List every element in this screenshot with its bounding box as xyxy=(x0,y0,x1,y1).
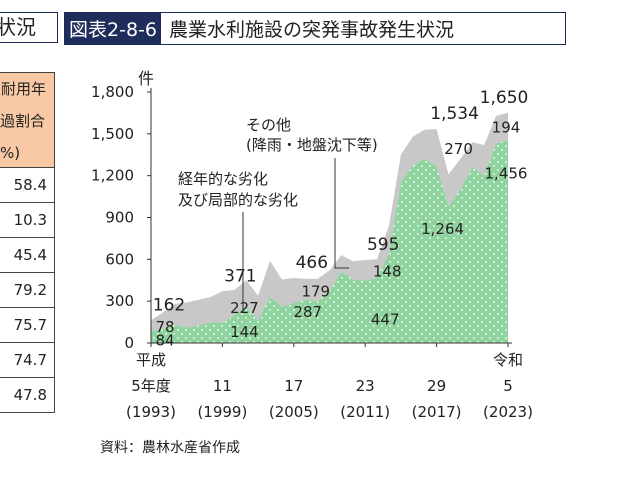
side-table-cell: 47.8 xyxy=(0,378,55,413)
other-value-label: 179 xyxy=(301,282,330,300)
figure-header: 図表2-8-6 農業水利施設の突発事故発生状況 xyxy=(64,12,566,45)
y-tick-label: 0 xyxy=(124,334,134,352)
side-table-cell: 79.2 xyxy=(0,273,55,308)
y-tick-label: 1,200 xyxy=(91,167,134,185)
aging-value-label: 1,264 xyxy=(421,220,464,238)
total-value-label: 162 xyxy=(153,295,185,315)
series-area-aging-texture xyxy=(151,139,508,343)
x-tick-label: 11 xyxy=(213,377,232,395)
y-tick-label: 1,500 xyxy=(91,125,134,143)
side-table-cell: 45.4 xyxy=(0,238,55,273)
other-value-label: 194 xyxy=(492,118,521,136)
x-tick-label: 23 xyxy=(356,377,375,395)
y-tick-label: 600 xyxy=(105,250,134,268)
y-tick-label: 300 xyxy=(105,292,134,310)
side-table-cell: 74.7 xyxy=(0,343,55,378)
side-table-header-line: 過割合 xyxy=(0,112,46,130)
x-tick-label: 令和 xyxy=(493,351,523,369)
x-tick-label: 17 xyxy=(284,377,303,395)
total-value-label: 371 xyxy=(224,266,256,286)
annotation-aging-line: 及び局部的な劣化 xyxy=(178,191,298,209)
annotation-aging-line: 経年的な劣化 xyxy=(178,170,268,188)
header-left-fragment: 状況 xyxy=(0,12,58,43)
aging-value-label: 447 xyxy=(371,310,400,328)
series-area-other xyxy=(151,112,508,332)
y-tick-label: 900 xyxy=(105,209,134,227)
aging-value-label: 144 xyxy=(230,323,259,341)
other-value-label: 270 xyxy=(444,140,473,158)
side-table-cell: 75.7 xyxy=(0,308,55,343)
total-value-label: 1,650 xyxy=(480,88,529,108)
x-tick-label: (1993) xyxy=(126,403,176,421)
aging-value-label: 1,456 xyxy=(485,165,528,183)
aging-value-label: 287 xyxy=(293,303,322,321)
x-tick-label: (1999) xyxy=(197,403,247,421)
aging-value-label: 84 xyxy=(155,331,174,349)
total-value-label: 595 xyxy=(367,235,399,255)
total-value-label: 466 xyxy=(296,253,328,273)
source-note: 資料：農林水産省作成 xyxy=(100,440,240,456)
y-tick-label: 1,800 xyxy=(91,83,134,101)
x-tick-label: 5 xyxy=(503,377,513,395)
x-tick-label: (2023) xyxy=(483,403,533,421)
side-table-cell: 58.4 xyxy=(0,168,55,203)
annotation-other-line: その他 xyxy=(246,116,291,134)
annotation-other-line: (降雨・地盤沈下等) xyxy=(246,136,378,154)
side-table-cell: 10.3 xyxy=(0,203,55,238)
other-value-label: 78 xyxy=(155,318,174,336)
total-value-label: 1,534 xyxy=(430,104,479,124)
x-tick-label: (2005) xyxy=(269,403,319,421)
x-tick-label: (2017) xyxy=(412,403,462,421)
annotation-other-leader xyxy=(334,158,349,269)
other-value-label: 227 xyxy=(230,299,259,317)
x-tick-label: (2011) xyxy=(340,403,390,421)
side-table-header-line: 耐用年 xyxy=(1,80,47,98)
x-tick-label: 5年度 xyxy=(131,377,171,395)
figure-number-badge: 図表2-8-6 xyxy=(65,13,161,44)
side-table-header-line: %) xyxy=(0,144,21,162)
x-tick-label: 29 xyxy=(427,377,446,395)
y-axis-unit-label: 件 xyxy=(138,69,154,88)
side-table-header: 耐用年 過割合 %) xyxy=(0,72,55,168)
x-tick-label: 平成 xyxy=(136,351,166,369)
figure-title: 農業水利施設の突発事故発生状況 xyxy=(168,19,454,41)
other-value-label: 148 xyxy=(373,262,402,280)
